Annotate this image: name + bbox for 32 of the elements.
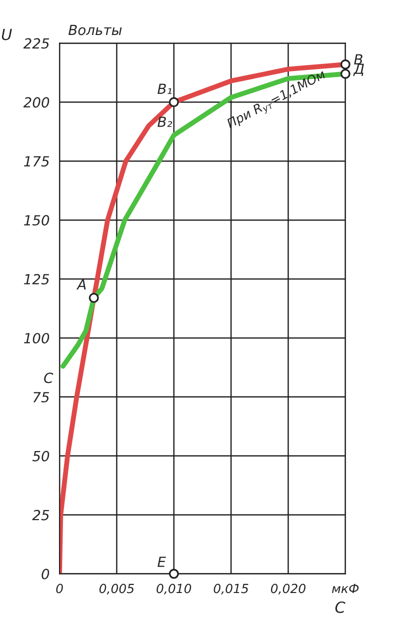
y-tick-label: 0 — [42, 568, 50, 580]
annotation: B₂ — [158, 116, 172, 127]
y-tick-label: 225 — [23, 38, 50, 49]
point — [168, 97, 179, 108]
annotation: A — [76, 279, 86, 290]
annotation: B — [354, 54, 362, 64]
x-tick-label: 0,010 — [156, 584, 192, 594]
x-tick-label: 0 — [56, 584, 63, 594]
point — [168, 568, 179, 579]
x-tick-label: 0,005 — [99, 584, 134, 594]
annotation: E — [158, 556, 166, 567]
point — [88, 292, 99, 303]
x-tick-label: мкФ — [332, 584, 359, 594]
y-tick-label: 150 — [24, 215, 50, 226]
y-tick-label: 100 — [24, 332, 50, 344]
y-tick-label: 125 — [24, 274, 50, 284]
x-tick-label: 0,020 — [270, 584, 306, 594]
annotation: B₁ — [158, 84, 172, 94]
x-tick-label: 0,015 — [214, 584, 248, 594]
y-tick-label: 200 — [23, 97, 50, 108]
y-tick-label: 25 — [32, 510, 50, 520]
y-tick-label: 75 — [33, 392, 50, 402]
annotation: Д — [353, 64, 364, 76]
point — [340, 59, 350, 70]
annotation: При R$_{ут}$=1,1МОм — [226, 69, 328, 132]
y-tick-label: 50 — [32, 450, 50, 462]
point — [340, 68, 350, 79]
x-axis-title: C — [335, 601, 346, 614]
text: Вольты — [68, 24, 122, 36]
annotation: C — [44, 372, 54, 384]
y-tick-label: 175 — [24, 156, 50, 167]
y-axis-title: U — [2, 28, 12, 40]
